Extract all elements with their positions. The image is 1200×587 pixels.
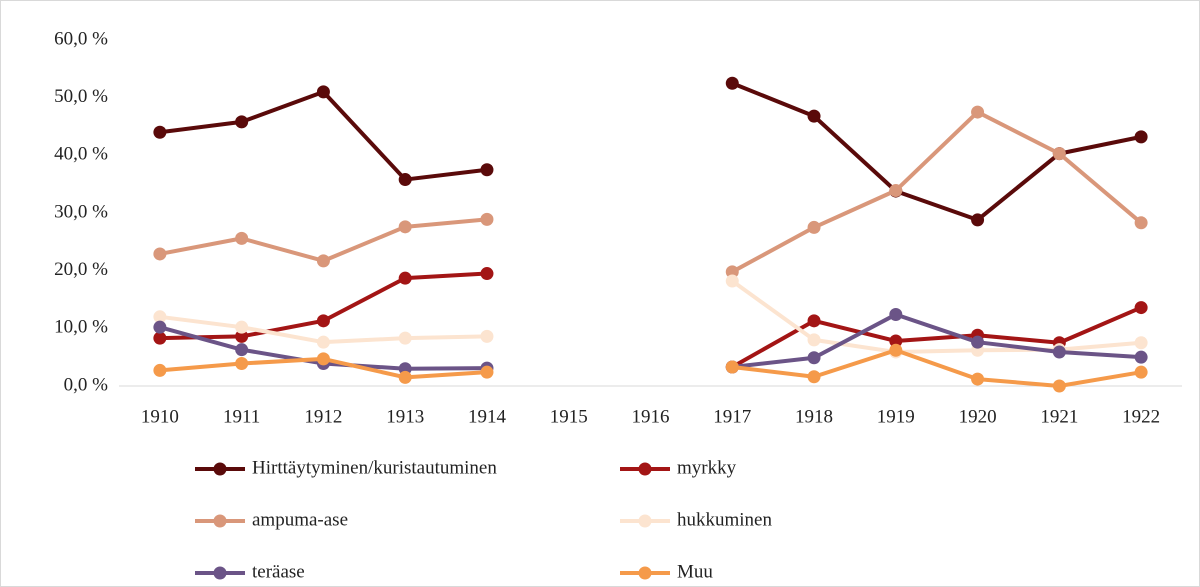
point (235, 320, 249, 334)
x-tick-label: 1914 (468, 406, 507, 427)
point (153, 310, 167, 324)
y-tick-label: 20,0 % (54, 259, 108, 280)
point (398, 271, 412, 285)
point (807, 220, 821, 234)
point (316, 335, 330, 349)
point (889, 343, 903, 357)
point (235, 115, 249, 129)
point (889, 307, 903, 321)
legend-label: ampuma-ase (252, 509, 348, 530)
legend-marker (213, 462, 227, 476)
point (480, 212, 494, 226)
legend-label: teräase (252, 561, 305, 582)
x-tick-label: 1917 (713, 406, 751, 427)
point (807, 314, 821, 328)
point (235, 343, 249, 357)
legend-marker (638, 566, 652, 580)
legend-label: hukkuminen (677, 509, 772, 530)
point (1134, 216, 1148, 230)
y-tick-label: 40,0 % (54, 144, 108, 165)
point (1052, 379, 1066, 393)
point (971, 213, 985, 227)
point (398, 370, 412, 384)
x-tick-label: 1919 (877, 406, 915, 427)
legend-marker (638, 514, 652, 528)
point (398, 220, 412, 234)
point (725, 360, 739, 374)
point (725, 76, 739, 90)
point (1134, 350, 1148, 364)
x-tick-label: 1915 (550, 406, 588, 427)
x-tick-label: 1910 (141, 406, 179, 427)
y-tick-label: 0,0 % (64, 374, 109, 395)
point (316, 352, 330, 366)
point (889, 334, 903, 348)
x-tick-label: 1912 (304, 406, 342, 427)
point (1134, 301, 1148, 315)
point (971, 105, 985, 119)
point (1052, 345, 1066, 359)
x-tick-label: 1911 (223, 406, 260, 427)
legend-label: Hirttäytyminen/kuristautuminen (252, 457, 497, 478)
point (316, 314, 330, 328)
point (316, 254, 330, 268)
point (153, 247, 167, 261)
point (1052, 147, 1066, 161)
point (889, 184, 903, 198)
point (480, 163, 494, 177)
x-tick-label: 1922 (1122, 406, 1160, 427)
point (235, 357, 249, 371)
point (480, 329, 494, 343)
x-tick-label: 1920 (959, 406, 997, 427)
point (971, 335, 985, 349)
x-tick-label: 1916 (632, 406, 670, 427)
point (316, 85, 330, 99)
legend-label: myrkky (677, 457, 737, 478)
legend-marker (213, 566, 227, 580)
x-tick-label: 1921 (1040, 406, 1078, 427)
point (153, 363, 167, 377)
point (971, 372, 985, 386)
point (480, 267, 494, 281)
y-tick-label: 30,0 % (54, 201, 108, 222)
x-tick-label: 1913 (386, 406, 424, 427)
point (1134, 336, 1148, 350)
x-tick-label: 1918 (795, 406, 833, 427)
point (807, 370, 821, 384)
point (725, 274, 739, 288)
y-tick-label: 50,0 % (54, 86, 108, 107)
point (153, 331, 167, 345)
point (1134, 130, 1148, 144)
point (235, 329, 249, 343)
point (153, 125, 167, 139)
point (807, 333, 821, 347)
point (235, 231, 249, 245)
point (1134, 365, 1148, 379)
y-tick-label: 60,0 % (54, 28, 108, 49)
point (153, 320, 167, 334)
point (725, 265, 739, 279)
point (398, 173, 412, 187)
legend-marker (213, 514, 227, 528)
y-tick-label: 10,0 % (54, 317, 108, 338)
point (398, 331, 412, 345)
legend-label: Muu (677, 561, 713, 582)
legend-marker (638, 462, 652, 476)
point (807, 351, 821, 365)
point (807, 109, 821, 123)
point (480, 365, 494, 379)
